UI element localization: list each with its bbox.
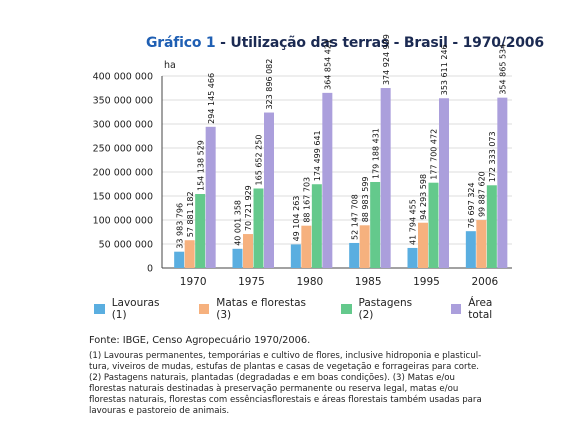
footnote-line: (1) Lavouras permanentes, temporárias e … (89, 351, 482, 361)
data-label: 323 896 082 (265, 59, 274, 110)
data-label: 57 881 182 (186, 191, 195, 237)
footnote-line: florestas naturais destinadas à preserva… (89, 383, 459, 394)
data-label: 94 293 598 (419, 174, 428, 220)
footnote-line: lavouras e pastoreio de animais. (89, 405, 230, 416)
y-tick-label: 150 000 000 (93, 192, 153, 203)
bar (349, 242, 360, 268)
chart-title-text: - Utilização das terras - Brasil - 1970/… (215, 35, 544, 51)
bar (205, 126, 216, 268)
x-tick-label: 1970 (180, 276, 207, 288)
x-tick-label: 1995 (413, 276, 440, 288)
data-label: 353 611 246 (440, 44, 449, 95)
data-label: 172 333 073 (488, 131, 497, 182)
legend-label: Área total (468, 297, 493, 321)
data-label: 99 887 620 (478, 171, 487, 217)
y-tick-label: 0 (147, 264, 153, 275)
bar (439, 98, 449, 268)
legend-swatch (450, 304, 462, 314)
legend-swatch (94, 304, 105, 314)
bar (174, 251, 185, 268)
bar (486, 185, 497, 268)
legend-item: Matas e florestas (3) (198, 297, 313, 321)
footnote-line: tura, viveiros de mudas, estufas de plan… (89, 361, 479, 372)
chart-title: Gráfico 1 - Utilização das terras - Bras… (146, 35, 544, 51)
bar (195, 194, 206, 268)
bar (370, 181, 381, 268)
x-tick-label: 2006 (471, 276, 498, 288)
bar (184, 240, 195, 268)
y-tick-label: 100 000 000 (93, 216, 153, 227)
data-label: 76 697 324 (467, 182, 476, 228)
bar (311, 184, 322, 268)
bar (232, 248, 243, 268)
legend-item: Área total (450, 297, 514, 321)
legend-item: Lavouras (1) (94, 297, 171, 321)
y-axis-unit: ha (164, 60, 176, 71)
source-note: Fonte: IBGE, Censo Agropecuário 1970/200… (89, 335, 311, 346)
data-label: 88 167 703 (303, 177, 312, 223)
y-tick-label: 250 000 000 (93, 144, 153, 155)
y-tick-label: 300 000 000 (93, 120, 153, 131)
bar (264, 112, 274, 269)
bar (359, 225, 370, 268)
data-label: 41 794 455 (409, 199, 418, 245)
bar (465, 231, 476, 268)
bar (476, 220, 487, 268)
figure-panel (76, 27, 526, 430)
legend-swatch (340, 304, 352, 314)
data-label: 49 104 263 (292, 196, 301, 242)
data-label: 374 924 929 (382, 34, 391, 85)
data-label: 179 188 431 (371, 128, 380, 179)
data-label: 174 499 641 (313, 130, 322, 181)
data-label: 354 865 534 (499, 44, 508, 95)
y-tick-label: 400 000 000 (93, 72, 153, 83)
bar (428, 182, 439, 268)
data-label: 70 721 929 (244, 185, 253, 231)
legend-label: Matas e florestas (3) (216, 297, 306, 321)
data-label: 88 983 599 (361, 176, 370, 222)
bar-chart: 0 50 000 000 100 000 000 150 000 000 200 000… (93, 34, 512, 288)
data-label: 154 138 529 (196, 140, 205, 191)
data-label: 364 854 421 (324, 39, 333, 90)
x-tick-label: 1980 (296, 276, 323, 288)
data-label: 40 001 358 (234, 200, 243, 246)
y-tick-label: 350 000 000 (93, 96, 153, 107)
chart-title-prefix: Gráfico 1 (146, 35, 216, 51)
chart-legend: Lavouras (1) Matas e florestas (3) Pastage… (94, 297, 514, 321)
bar (243, 234, 253, 268)
legend-label: Pastagens (2) (358, 297, 413, 321)
legend-item: Pastagens (2) (340, 297, 423, 321)
bar (290, 244, 301, 268)
bar (301, 225, 312, 268)
y-tick-label: 200 000 000 (93, 168, 153, 179)
data-label: 52 147 708 (350, 194, 359, 240)
bar (322, 92, 333, 269)
bar (407, 247, 418, 268)
bar (380, 88, 391, 268)
footnote-line: (2) Pastagens naturais, plantadas (degra… (89, 372, 456, 383)
data-label: 165 652 250 (255, 135, 264, 186)
legend-swatch (198, 304, 210, 314)
legend-label: Lavouras (1) (111, 297, 160, 321)
footnote-line: florestas naturais, florestas com essênc… (89, 394, 482, 405)
data-label: 33 983 796 (175, 203, 184, 249)
x-tick-label: 1985 (355, 276, 382, 288)
data-label: 294 145 466 (207, 73, 216, 124)
bar (253, 188, 264, 268)
y-tick-label: 50 000 000 (99, 240, 153, 251)
bar (497, 97, 508, 268)
x-tick-label: 1975 (238, 276, 265, 288)
data-label: 177 700 472 (430, 129, 439, 180)
footnotes: (1) Lavouras permanentes, temporárias e … (89, 351, 521, 416)
bar (418, 222, 428, 268)
